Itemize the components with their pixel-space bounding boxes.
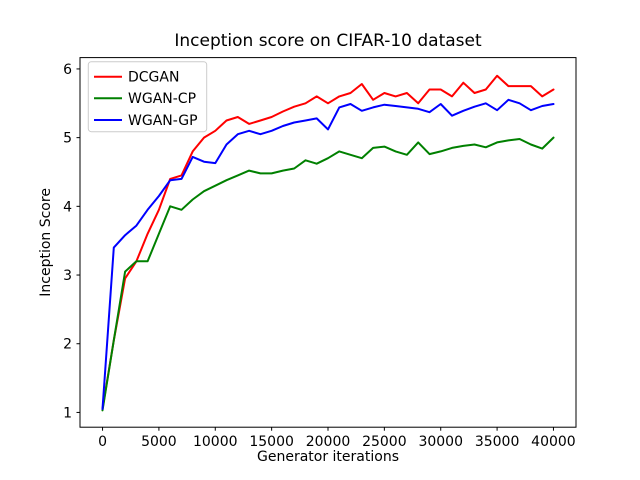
- legend-label-wgan-gp: WGAN-GP: [128, 113, 198, 129]
- x-tick-label: 35000: [475, 434, 520, 450]
- legend: DCGAN WGAN-CP WGAN-GP: [87, 61, 208, 133]
- y-tick-label: 6: [63, 62, 72, 78]
- dcgan-line: [101, 74, 555, 410]
- legend-label-wgan-cp: WGAN-CP: [128, 91, 196, 107]
- y-tick-label: 1: [63, 405, 72, 421]
- wgan-cp-line: [101, 136, 555, 412]
- y-axis-label: Inception Score: [38, 188, 54, 297]
- legend-box: [87, 61, 208, 133]
- x-tick-label: 5000: [141, 434, 177, 450]
- x-tick-label: 25000: [362, 434, 407, 450]
- x-axis-ticks: 0 5000 10000 15000 20000 25000 30000 35000 40000: [98, 427, 576, 450]
- y-axis-ticks: 1 2 3 4 5 6: [63, 62, 80, 421]
- x-tick-label: 10000: [193, 434, 238, 450]
- y-tick-label: 2: [63, 337, 72, 353]
- x-tick-label: 15000: [249, 434, 294, 450]
- chart-title: Inception score on CIFAR-10 dataset: [174, 31, 482, 51]
- y-tick-label: 3: [63, 268, 72, 284]
- wgan-gp-line: [101, 98, 555, 410]
- x-tick-label: 0: [98, 434, 107, 450]
- series-group: [101, 74, 555, 412]
- legend-label-dcgan: DCGAN: [128, 70, 179, 86]
- x-tick-label: 40000: [531, 434, 576, 450]
- x-axis-label: Generator iterations: [257, 449, 399, 465]
- x-tick-label: 20000: [306, 434, 351, 450]
- y-tick-label: 4: [63, 199, 72, 215]
- y-tick-label: 5: [63, 131, 72, 147]
- x-tick-label: 30000: [418, 434, 463, 450]
